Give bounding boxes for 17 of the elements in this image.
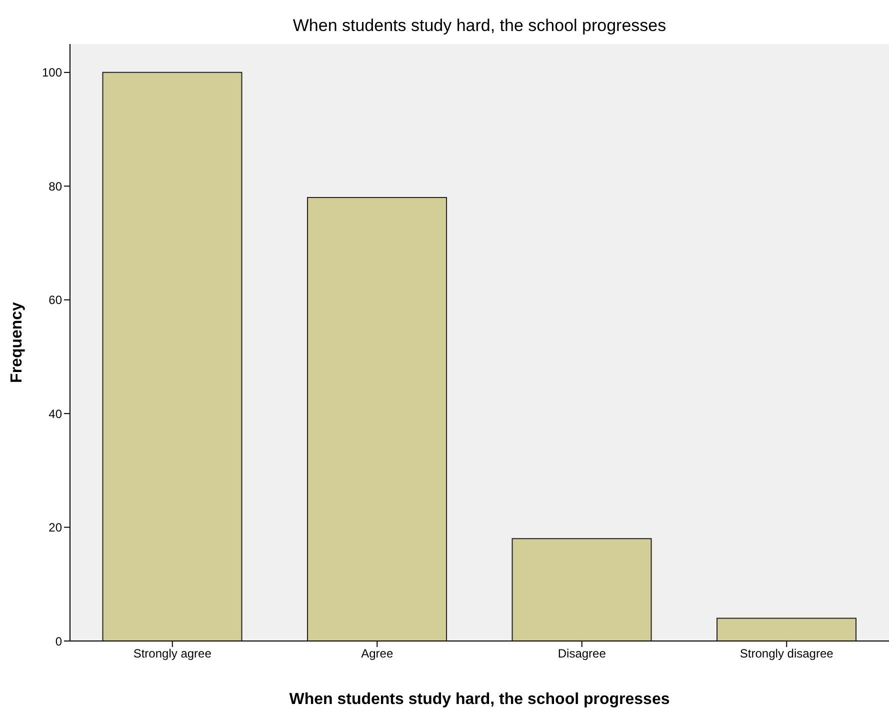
y-tick-label: 80 [48,179,62,194]
y-tick-label: 20 [48,520,62,535]
x-tick-label: Disagree [558,646,606,661]
x-tick-label: Strongly agree [133,646,212,661]
y-tick-label: 40 [48,406,62,421]
y-tick-label: 60 [48,293,62,308]
x-tick-label: Strongly disagree [740,646,834,661]
x-tick-label: Agree [361,646,394,661]
bar [102,72,242,641]
x-axis-title: When students study hard, the school progresses [289,691,670,708]
chart-title: When students study hard, the school progresses [292,15,668,37]
y-axis-title: Frequency [8,302,26,383]
bar [307,197,448,641]
y-tick-label: 100 [42,66,62,80]
bar [716,618,857,641]
bar [512,538,652,641]
y-tick-label: 0 [55,634,62,648]
